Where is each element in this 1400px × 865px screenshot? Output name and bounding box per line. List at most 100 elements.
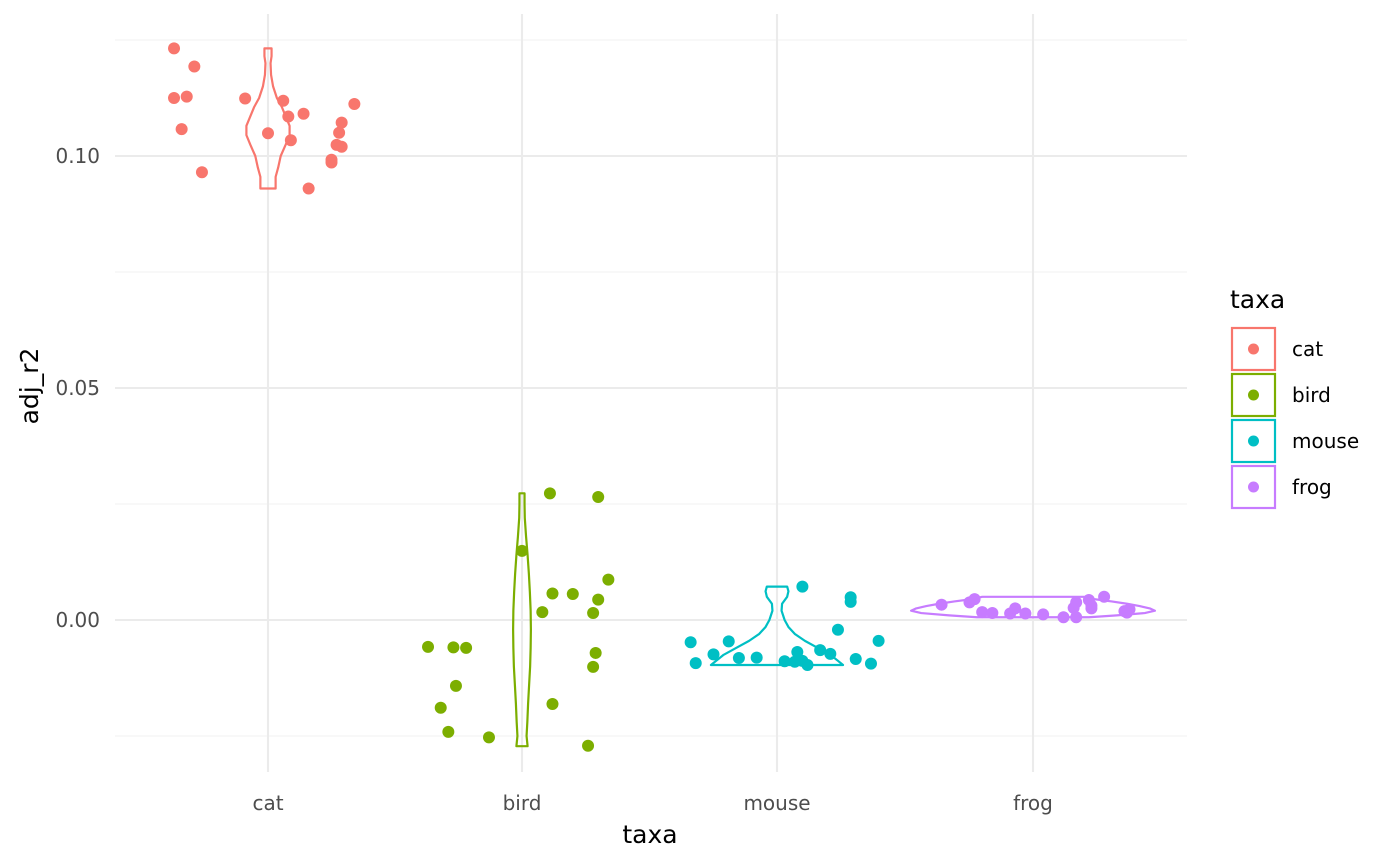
data-point-cat (335, 140, 348, 153)
legend-key-dot (1248, 343, 1259, 355)
data-point-cat (262, 127, 274, 140)
data-point-frog (968, 593, 981, 606)
grid-layer (115, 14, 1187, 772)
data-point-mouse (849, 652, 862, 665)
data-point-mouse (684, 636, 697, 649)
data-point-frog (1098, 590, 1111, 603)
x-axis-title: taxa (622, 820, 677, 849)
data-point-cat (335, 116, 348, 129)
legend-key-box (1230, 372, 1277, 418)
data-point-cat (302, 182, 315, 195)
y-axis-title: adj_r2 (15, 348, 44, 425)
data-point-mouse (872, 634, 885, 647)
data-point-bird (447, 641, 460, 654)
data-point-mouse (689, 657, 702, 670)
data-point-mouse (722, 635, 735, 648)
x-axis-ticks: cat bird mouse frog (252, 791, 1052, 815)
x-tick-label: frog (1013, 791, 1053, 815)
violin-bird (512, 492, 532, 748)
data-point-mouse (831, 623, 844, 636)
data-point-frog (1009, 602, 1022, 615)
y-tick-label: 0.05 (55, 376, 100, 400)
y-tick-label: 0.00 (55, 608, 100, 632)
legend-item-frog: frog (1230, 464, 1332, 510)
data-point-cat (297, 107, 310, 120)
legend-key-box (1230, 464, 1277, 510)
data-point-bird (422, 640, 435, 653)
legend-label: frog (1292, 475, 1332, 499)
data-point-frog (986, 607, 999, 620)
data-point-cat (195, 166, 208, 179)
data-point-cat (284, 134, 297, 147)
data-point-bird (587, 607, 600, 620)
x-tick-label: mouse (743, 791, 810, 815)
x-tick-label: bird (503, 791, 542, 815)
data-point-mouse (791, 646, 804, 659)
data-point-bird (482, 731, 495, 744)
data-point-bird (442, 725, 455, 738)
data-point-mouse (864, 657, 877, 670)
data-point-mouse (844, 595, 857, 608)
legend-item-bird: bird (1230, 372, 1331, 418)
data-point-frog (976, 606, 989, 619)
data-point-cat (325, 156, 338, 169)
data-point-bird (566, 588, 579, 601)
legend-label: cat (1292, 337, 1323, 361)
data-point-mouse (824, 647, 837, 660)
data-point-bird (589, 646, 602, 659)
data-point-cat (188, 60, 201, 73)
legend: taxa cat bird mouse frog (1230, 285, 1359, 510)
legend-key-box (1230, 418, 1277, 464)
legend-item-cat: cat (1230, 326, 1323, 372)
legend-key-dot (1248, 435, 1259, 447)
legend-label: bird (1292, 383, 1331, 407)
data-point-cat (168, 42, 181, 55)
data-point-bird (460, 641, 473, 654)
data-point-bird (546, 697, 559, 710)
y-axis-ticks: 0.00 0.05 0.10 (55, 144, 100, 632)
data-point-mouse (750, 651, 763, 664)
data-point-bird (449, 679, 462, 692)
data-point-cat (175, 123, 188, 136)
data-point-bird (592, 593, 605, 606)
data-point-frog (1118, 605, 1131, 618)
data-point-cat (333, 126, 346, 139)
data-point-cat (348, 98, 361, 111)
legend-title: taxa (1230, 285, 1285, 314)
data-point-mouse (796, 580, 809, 593)
legend-key-box (1230, 326, 1277, 372)
data-point-cat (239, 92, 252, 105)
data-point-cat (282, 110, 295, 123)
data-point-frog (1057, 611, 1070, 624)
legend-key-dot (1248, 481, 1259, 493)
data-point-mouse (707, 648, 720, 661)
data-point-frog (1070, 596, 1083, 609)
legend-label: mouse (1292, 429, 1359, 453)
data-point-cat (277, 94, 290, 107)
data-point-frog (1070, 611, 1083, 624)
data-point-frog (935, 598, 948, 611)
data-point-mouse (801, 659, 814, 672)
data-point-cat (180, 90, 193, 103)
point-layer (168, 42, 1136, 752)
data-point-frog (1085, 599, 1098, 612)
legend-key-dot (1248, 389, 1259, 401)
data-point-bird (582, 739, 595, 752)
data-point-bird (592, 491, 605, 504)
data-point-mouse (732, 652, 745, 665)
data-point-mouse (778, 655, 791, 668)
data-point-bird (587, 660, 600, 673)
data-point-bird (536, 606, 549, 619)
x-tick-label: cat (252, 791, 283, 815)
data-point-cat (168, 92, 181, 104)
data-point-bird (602, 573, 615, 586)
data-point-bird (543, 487, 556, 500)
violin-mouse (709, 585, 845, 667)
y-tick-label: 0.10 (55, 144, 100, 168)
data-point-bird (434, 701, 447, 714)
data-point-mouse (814, 644, 827, 657)
violin-layer (245, 47, 1157, 748)
data-point-frog (1019, 607, 1032, 620)
violin-frog (909, 595, 1157, 619)
data-point-frog (1037, 608, 1050, 621)
